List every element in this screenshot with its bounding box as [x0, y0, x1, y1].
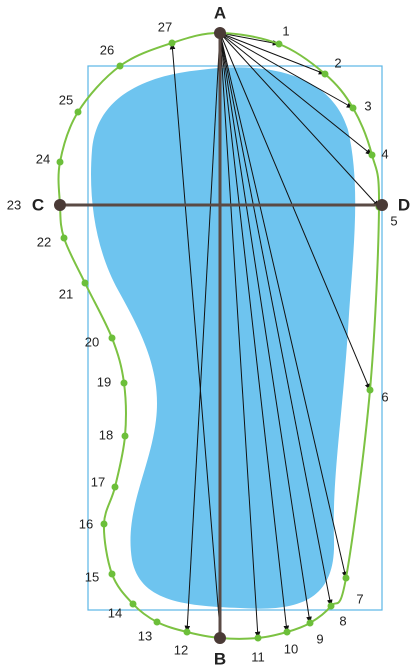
arrow — [219, 32, 333, 607]
point — [116, 62, 124, 70]
point-label: 25 — [59, 92, 73, 107]
point-label: 15 — [85, 569, 99, 584]
arrow — [219, 32, 290, 633]
point — [254, 634, 262, 642]
point-label: 12 — [174, 642, 188, 657]
label-a: A — [214, 3, 226, 22]
arrow — [219, 32, 348, 579]
arrows — [169, 32, 380, 639]
point-label: 19 — [97, 374, 111, 389]
point — [108, 334, 116, 342]
point-label: 6 — [381, 389, 388, 404]
label-b: B — [214, 649, 226, 668]
arrow — [219, 32, 371, 391]
point-label: 24 — [36, 151, 50, 166]
point-label: 23 — [7, 197, 21, 212]
point-label: 9 — [316, 631, 323, 646]
point — [283, 628, 291, 636]
point — [342, 574, 350, 582]
point — [121, 432, 129, 440]
bounding-box — [87, 65, 383, 611]
points — [56, 39, 383, 642]
point-label: 2 — [334, 55, 341, 70]
point-label: 11 — [251, 649, 265, 664]
point — [349, 104, 357, 112]
point — [168, 39, 176, 47]
point-label: 21 — [59, 286, 73, 301]
point-b — [214, 632, 226, 644]
point — [60, 234, 68, 242]
point-label: 17 — [91, 474, 105, 489]
point — [275, 40, 283, 48]
arrow — [219, 32, 354, 109]
point-a — [214, 27, 226, 39]
point — [111, 483, 119, 491]
point-label: 13 — [138, 628, 152, 643]
arrow — [219, 32, 280, 46]
point — [120, 379, 128, 387]
point-d — [376, 199, 388, 211]
point-label: 4 — [381, 146, 388, 161]
label-c: C — [32, 195, 44, 214]
point-label: 1 — [282, 23, 289, 38]
point — [366, 386, 374, 394]
point-label: 16 — [79, 516, 93, 531]
arrow — [219, 32, 326, 75]
point-label: 18 — [99, 427, 113, 442]
point-label: 27 — [158, 19, 172, 34]
point — [321, 70, 329, 78]
point-label: 20 — [85, 334, 99, 349]
point — [74, 108, 82, 116]
arrow — [219, 32, 373, 156]
arrow — [169, 42, 221, 631]
point-label: 5 — [390, 213, 397, 228]
point — [108, 570, 116, 578]
point-c — [54, 199, 66, 211]
point-label: 22 — [37, 234, 51, 249]
arrow — [219, 32, 261, 639]
footprint — [91, 67, 356, 609]
point — [129, 600, 137, 608]
point — [306, 619, 314, 627]
point — [327, 602, 335, 610]
arrow — [219, 32, 312, 624]
label-d: D — [398, 195, 410, 214]
point-label: 7 — [356, 591, 363, 606]
point-label: 3 — [364, 98, 371, 113]
point-label: 14 — [108, 605, 122, 620]
arrow — [219, 32, 380, 208]
point-labels: 1234567891011121314151617181920212223242… — [7, 19, 398, 664]
point — [153, 618, 161, 626]
point — [183, 628, 191, 636]
point-label: 26 — [100, 42, 114, 57]
point — [100, 520, 108, 528]
point-label: 8 — [339, 613, 346, 628]
point — [56, 158, 64, 166]
point — [368, 151, 376, 159]
point — [81, 279, 89, 287]
point-label: 10 — [284, 641, 298, 656]
arrow — [184, 32, 221, 633]
